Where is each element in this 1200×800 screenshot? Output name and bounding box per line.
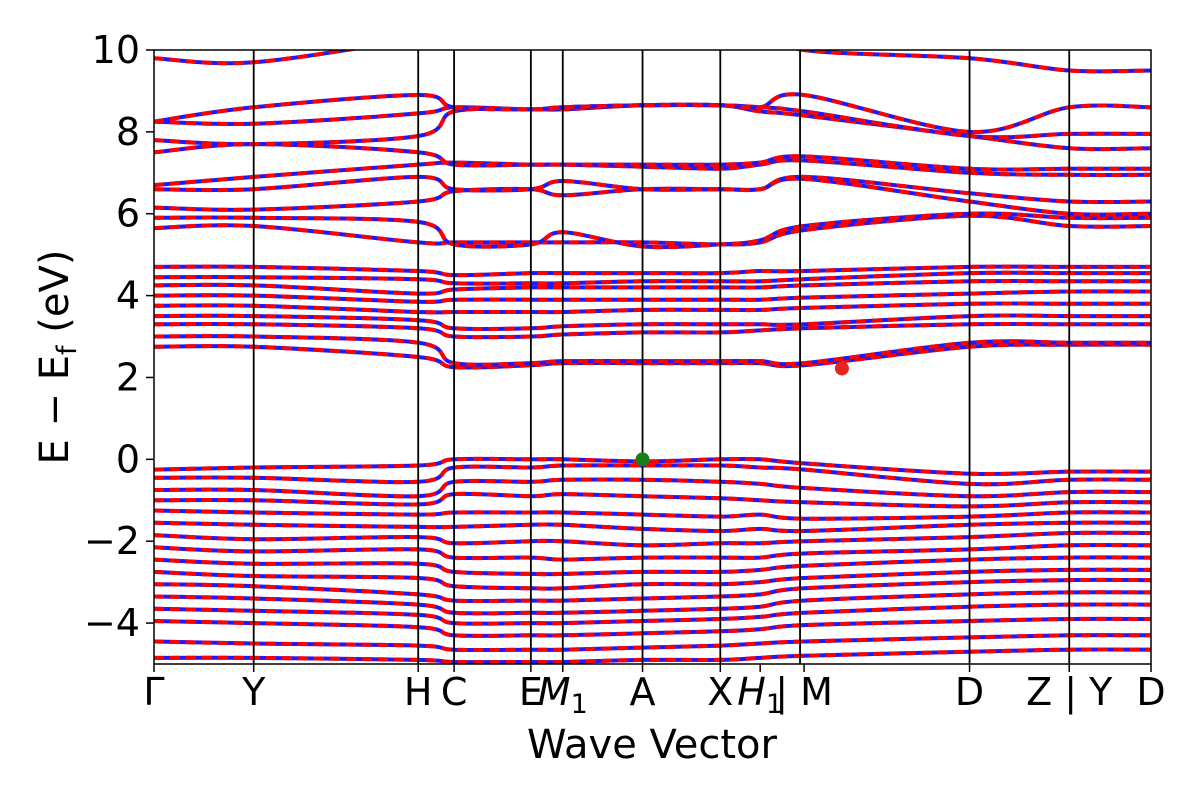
x-tick-label: M1 [538,670,588,720]
x-tick-label: A [630,670,656,714]
conduction-band-19-spin-down [154,50,1151,74]
x-tick-label: X [707,670,733,714]
x-tick-label: | M [775,670,833,715]
y-axis-label-main: E − E [32,355,78,465]
y-tick-label: −4 [84,601,140,645]
x-tick-label: C [441,670,468,714]
x-tick-label: Y [241,670,266,714]
y-tick-label: 0 [116,437,140,481]
plot-frame [153,49,1152,665]
y-tick-label: −2 [84,519,140,563]
x-tick-label: Γ [143,670,164,714]
x-tick-label: H1 [737,670,783,720]
y-tick-label: 8 [116,110,140,154]
x-axis-label: Wave Vector [527,722,778,768]
y-tick-label: 4 [116,274,140,318]
high-symmetry-lines [252,50,1071,664]
y-axis-ticks: −4 −2 0 2 4 6 8 10 [84,28,154,645]
y-axis-label: E − Ef (eV) [32,250,83,465]
x-axis-ticks: Γ Y H C EM1 A X H1| M D Z | Y D [143,664,1166,720]
y-axis-label-unit: (eV) [32,250,78,346]
y-tick-label: 10 [92,28,140,72]
y-axis-label-sub: f [52,344,83,355]
y-tick-label: 2 [116,355,140,399]
valence-band-maximum-marker [635,452,650,467]
y-tick-label: 6 [116,192,140,236]
x-tick-label: Z | Y [1026,670,1113,715]
band-edge-markers [635,361,849,467]
x-tick-label: E [519,670,543,714]
x-tick-label: D [955,670,984,714]
x-tick-label: H [404,670,433,714]
conduction-band-minimum-marker [834,361,849,376]
x-tick-label: D [1136,670,1165,714]
